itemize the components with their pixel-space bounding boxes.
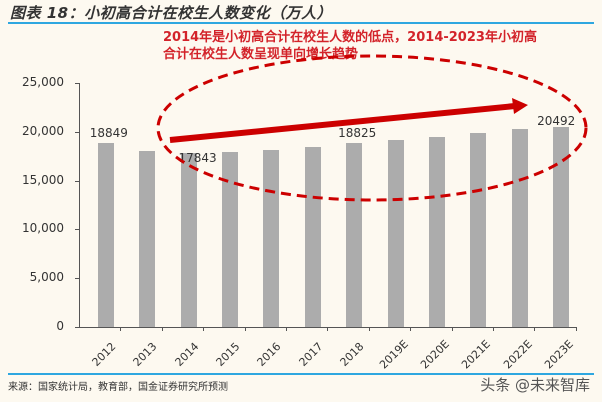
data-label-2018: 18825 (338, 126, 377, 141)
y-tick-label: 10,000 (22, 221, 64, 236)
y-tick-label: 20,000 (22, 123, 64, 138)
data-label-2012: 18849 (89, 126, 128, 141)
y-tick (75, 131, 79, 133)
bar-2021E (470, 133, 487, 327)
bar-2018 (346, 143, 363, 327)
bar-2012 (97, 143, 114, 327)
y-tick-label: 0 (56, 319, 64, 333)
x-tick (120, 327, 122, 331)
y-axis (79, 83, 80, 328)
title-divider (8, 22, 594, 24)
source-divider (8, 373, 594, 375)
y-tick (75, 278, 79, 280)
x-tick (410, 327, 412, 331)
data-label-2014: 17843 (178, 150, 217, 165)
x-tick (534, 327, 536, 331)
bar-2013 (139, 151, 156, 327)
bar-2020E (428, 136, 445, 327)
data-label-2023E: 20492 (537, 113, 576, 128)
x-tick (286, 327, 287, 331)
bar-2023E (553, 126, 570, 327)
y-tick (75, 229, 79, 231)
x-tick (575, 327, 577, 331)
x-tick (327, 327, 329, 331)
highlight-ellipse (156, 54, 588, 202)
watermark: 头条 @未来智库 (480, 376, 590, 394)
x-tick (493, 327, 494, 331)
bar-2015 (221, 152, 238, 327)
y-tick (75, 180, 79, 182)
x-tick (451, 327, 453, 331)
bar-2019E (387, 140, 404, 327)
y-tick (75, 83, 79, 84)
trend-arrow-head (512, 98, 528, 114)
bar-2016 (263, 150, 280, 327)
x-tick (244, 327, 246, 331)
y-tick (75, 327, 79, 328)
x-tick (161, 327, 163, 331)
y-tick-label: 5,000 (29, 270, 64, 285)
x-tick (203, 327, 205, 331)
source-note: 来源：国家统计局，教育部，国金证券研究所预测 (8, 382, 228, 393)
x-tick (368, 327, 370, 331)
trend-arrow-shaft (169, 103, 516, 143)
y-tick-label: 25,000 (22, 75, 64, 89)
annotation-line-2: 合计在校生人数呈现单向增长趋势 (163, 47, 359, 62)
bar-2014 (180, 152, 197, 327)
bar-2017 (304, 147, 321, 327)
chart-title: 图表 18：小初高合计在校生人数变化（万人） (10, 4, 333, 22)
trend-annotation: 2014年是小初高合计在校生人数的低点，2014-2023年小初高 合计在校生人… (163, 29, 583, 63)
y-tick-label: 15,000 (22, 172, 64, 187)
annotation-line-1: 2014年是小初高合计在校生人数的低点，2014-2023年小初高 (163, 30, 537, 45)
